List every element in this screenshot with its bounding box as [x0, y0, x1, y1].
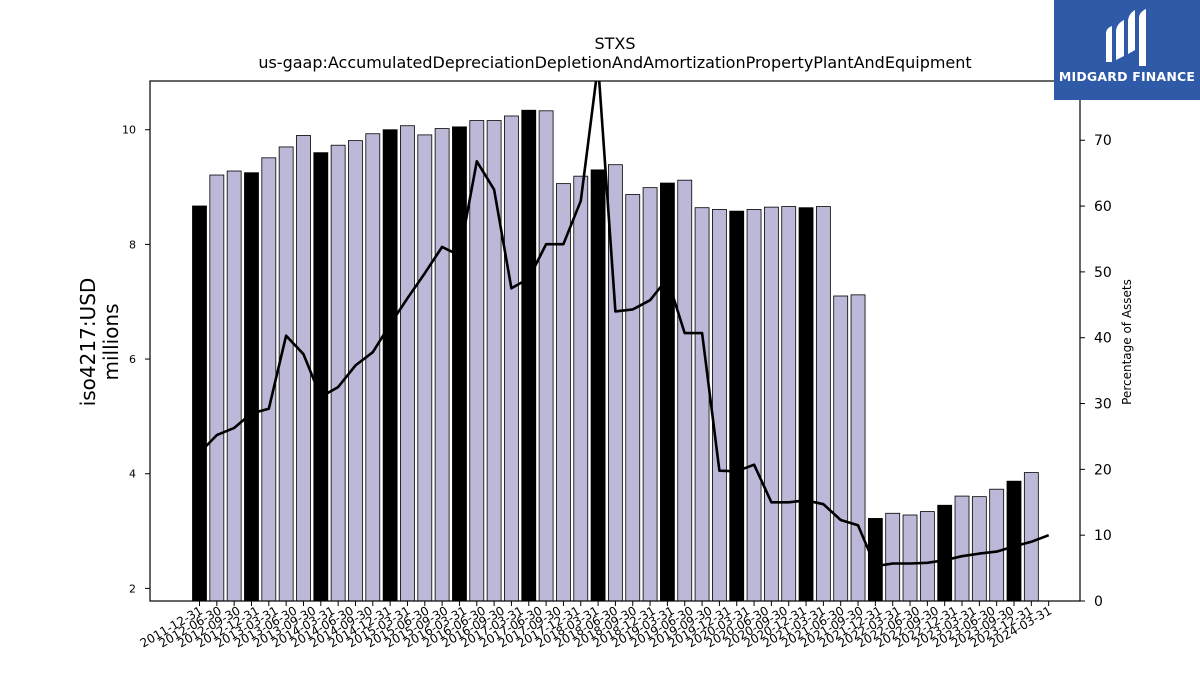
bar [365, 133, 381, 602]
y2-axis: 0 10 20 30 40 50 60 70 [1080, 133, 1112, 610]
midgard-m-icon [1106, 9, 1146, 66]
y-axis: 2 4 6 8 10 [122, 124, 150, 595]
y-tick-label: 4 [129, 468, 136, 481]
bar [642, 187, 658, 602]
bar [226, 170, 242, 602]
bar [261, 157, 277, 602]
chart-title: STXS [594, 34, 635, 53]
brand-logo: MIDGARD FINANCE [1054, 0, 1200, 100]
bar [850, 294, 866, 602]
bar [417, 134, 433, 602]
bar [313, 152, 329, 602]
bar [919, 511, 935, 602]
bar [504, 115, 519, 602]
bar [781, 206, 797, 602]
bar [885, 512, 901, 602]
bar [954, 495, 970, 602]
bar [521, 109, 537, 602]
bar [815, 206, 831, 602]
x-axis: 2011-12-312012-06-302012-09-302012-12-31… [138, 601, 1054, 650]
y2-tick-label: 50 [1094, 265, 1112, 281]
bar [1023, 472, 1039, 602]
bar [434, 128, 450, 602]
line-series [198, 81, 1050, 568]
bar-series [192, 109, 1039, 602]
percentage-line [198, 81, 1050, 568]
bar [400, 125, 415, 602]
bar [729, 210, 745, 602]
bar [573, 175, 589, 602]
bar [989, 488, 1005, 602]
bar [867, 518, 883, 602]
y2-tick-label: 40 [1094, 331, 1112, 347]
bar [452, 126, 467, 602]
bar [590, 169, 606, 602]
y2-tick-label: 10 [1094, 528, 1112, 544]
bar [192, 205, 207, 602]
bar [556, 183, 571, 602]
bar [278, 146, 294, 602]
y2-axis-label: Percentage of Assets [1120, 279, 1134, 405]
y2-tick-label: 20 [1094, 462, 1112, 478]
brand-name: MIDGARD FINANCE [1058, 69, 1196, 84]
bar [971, 496, 987, 602]
bar [746, 209, 762, 602]
y2-tick-label: 60 [1094, 199, 1112, 215]
bar [798, 207, 814, 602]
bar [902, 514, 918, 602]
bar [330, 144, 346, 602]
bar [833, 295, 849, 602]
bar [382, 129, 398, 602]
y-tick-label: 10 [122, 124, 136, 137]
y2-tick-label: 70 [1094, 133, 1112, 149]
bar [1006, 480, 1022, 602]
bar [694, 207, 710, 602]
bar [625, 194, 641, 602]
bar [244, 172, 259, 602]
chart-subtitle: us-gaap:AccumulatedDepreciationDepletion… [258, 53, 971, 72]
y2-tick-label: 30 [1094, 397, 1112, 413]
y-tick-label: 2 [129, 582, 136, 595]
bar [763, 206, 779, 602]
bar [712, 209, 727, 602]
bar [209, 174, 225, 602]
y-tick-label: 8 [129, 238, 136, 251]
bar [937, 504, 953, 602]
y2-tick-label: 0 [1094, 594, 1103, 610]
y-axis-label-line: millions [99, 303, 123, 380]
y-tick-label: 6 [129, 353, 136, 366]
bar [538, 110, 554, 602]
bar [677, 179, 693, 602]
bar [660, 182, 675, 602]
y-axis-label-line: iso4217:USD [76, 278, 100, 407]
y-axis-label: iso4217:USDmillions [76, 278, 123, 407]
